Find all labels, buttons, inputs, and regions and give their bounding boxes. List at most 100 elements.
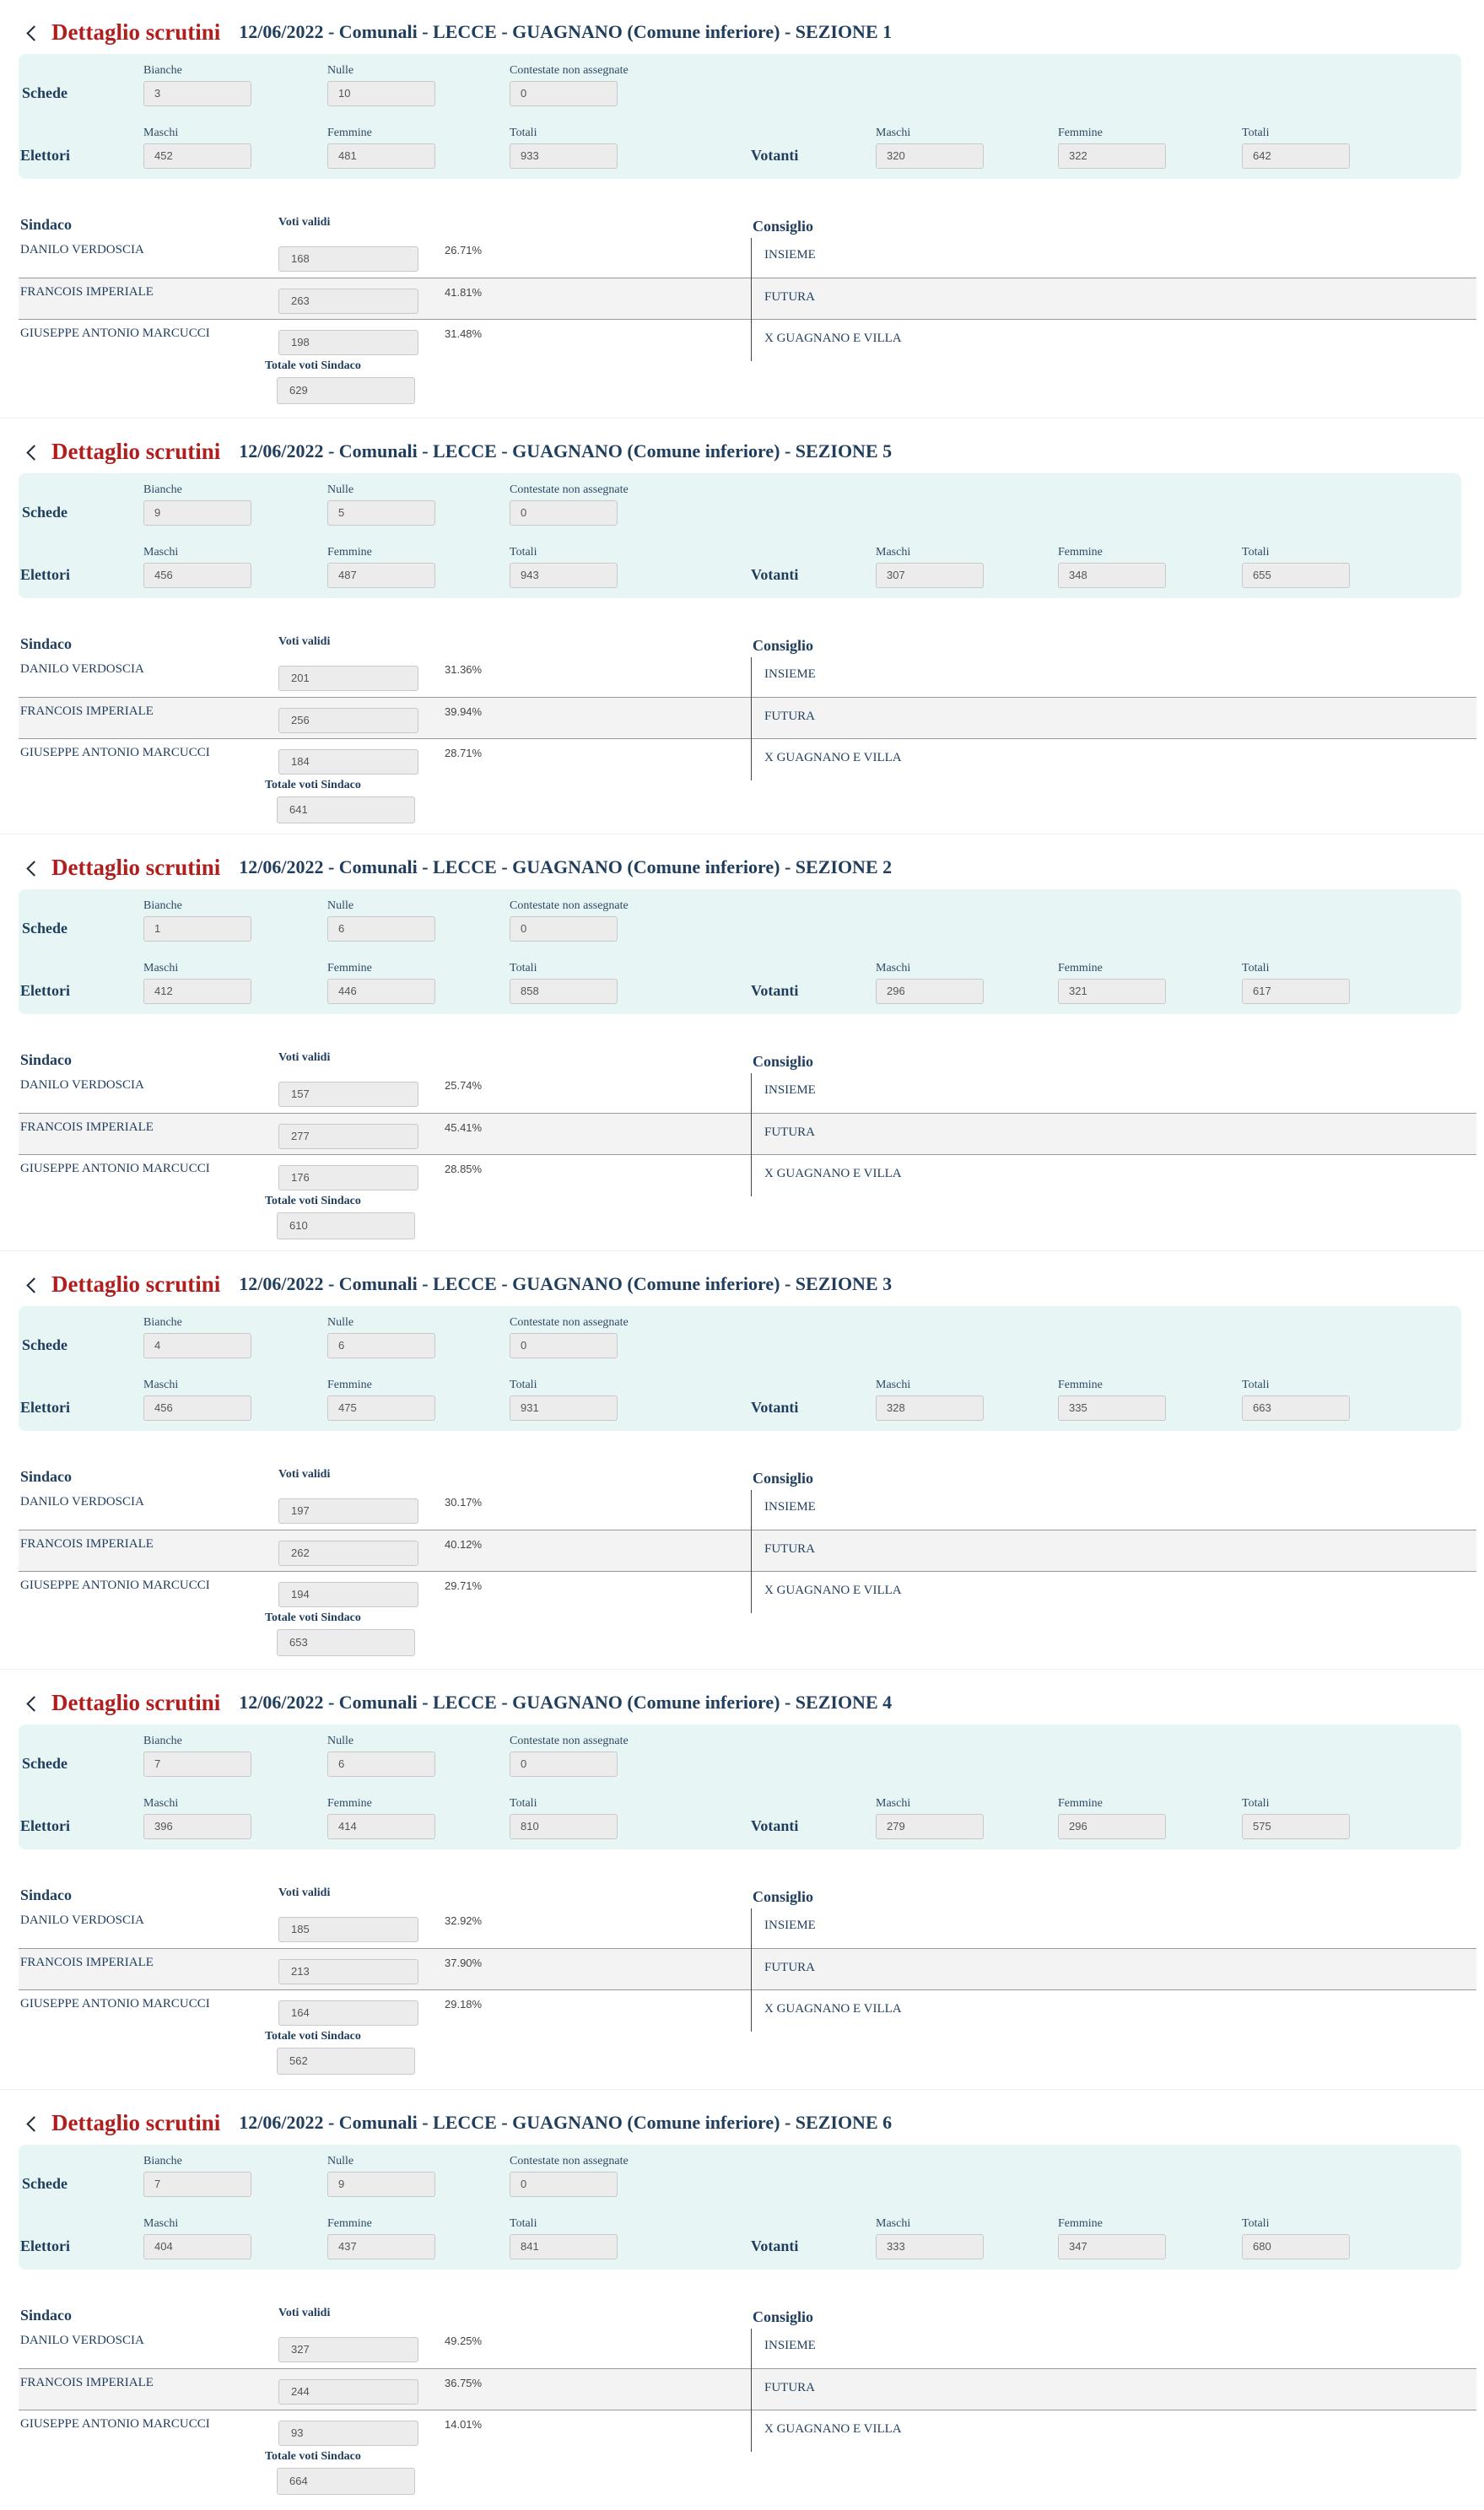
votanti-femmine-field: Femmine 322 [1058,127,1166,169]
chevron-left-icon[interactable] [26,24,42,41]
votanti-label: Votanti [751,566,799,583]
section-block: Dettaglio scrutini 12/06/2022 - Comunali … [0,2091,1484,2510]
chevron-left-icon[interactable] [26,1277,42,1293]
nulle-field: Nulle 6 [327,899,435,942]
valid-votes-value: 168 [278,246,418,272]
bianche-value: 7 [143,1752,251,1777]
candidate-row: FRANCOIS IMPERIALE 263 41.81% FUTURA [19,278,1476,320]
bianche-field: Bianche 9 [143,483,251,526]
voti-validi-heading: Voti validi [278,1887,331,1899]
candidate-row: DANILO VERDOSCIA 327 49.25% INSIEME [19,2327,1476,2368]
bianche-value: 9 [143,500,251,526]
list-name: INSIEME [764,2339,816,2352]
elettori-label: Elettori [20,2237,70,2254]
elettori-maschi-label: Maschi [143,2217,179,2230]
list-name: INSIEME [764,1919,816,1932]
chevron-left-icon[interactable] [26,860,42,877]
elettori-label: Elettori [20,982,70,999]
list-name: INSIEME [764,1083,816,1097]
elettori-totali-value: 943 [510,563,618,588]
consiglio-divider [751,1073,752,1196]
section-heading: Dettaglio scrutini [51,19,221,45]
elettori-totali-label: Totali [510,962,537,974]
candidate-row: GIUSEPPE ANTONIO MARCUCCI 93 14.01% X GUAGN… [19,2410,1476,2452]
totale-voti-value: 664 [277,2468,415,2495]
votanti-femmine-label: Femmine [1058,546,1103,559]
consiglio-heading: Consiglio [753,218,814,235]
elettori-femmine-field: Femmine 414 [327,1797,435,1839]
nulle-value: 6 [327,1752,435,1777]
votanti-maschi-field: Maschi 296 [876,962,984,1004]
valid-votes-value: 197 [278,1498,418,1524]
contestate-field: Contestate non assegnate 0 [510,64,629,106]
summary-panel: Schede Bianche 7 Nulle 6 Contestate non asseg… [19,1725,1461,1849]
bianche-field: Bianche 7 [143,2155,251,2197]
chevron-left-icon[interactable] [26,1695,42,1712]
summary-panel: Schede Bianche 7 Nulle 9 Contestate non asseg… [19,2145,1461,2270]
voti-validi-heading: Voti validi [278,635,331,648]
vote-percentage: 29.71% [445,1579,483,1592]
vote-percentage: 32.92% [445,1914,483,1927]
list-name: FUTURA [764,710,816,723]
contestate-value: 0 [510,1333,618,1358]
elettori-totali-field: Totali 943 [510,546,618,588]
nulle-field: Nulle 6 [327,1316,435,1358]
list-name: X GUAGNANO E VILLA [764,2422,902,2436]
votanti-totali-label: Totali [1242,2217,1270,2230]
valid-votes-value: 262 [278,1541,418,1566]
elettori-totali-value: 931 [510,1395,618,1421]
list-name: X GUAGNANO E VILLA [764,1167,902,1180]
votanti-femmine-field: Femmine 321 [1058,962,1166,1004]
sindaco-heading: Sindaco [20,1887,73,1903]
nulle-value: 9 [327,2172,435,2197]
bianche-field: Bianche 1 [143,899,251,942]
totale-voti-value: 610 [277,1212,415,1239]
vote-percentage: 36.75% [445,2377,483,2389]
vote-percentage: 39.94% [445,705,483,718]
consiglio-divider [751,238,752,361]
elettori-totali-value: 858 [510,979,618,1004]
elettori-maschi-label: Maschi [143,546,179,559]
nulle-label: Nulle [327,64,354,77]
candidate-name: GIUSEPPE ANTONIO MARCUCCI [20,1997,210,2011]
vote-percentage: 40.12% [445,1538,483,1551]
votanti-femmine-label: Femmine [1058,127,1103,139]
elettori-maschi-label: Maschi [143,962,179,974]
candidate-row: GIUSEPPE ANTONIO MARCUCCI 198 31.48% X GUAG… [19,319,1476,361]
elettori-totali-field: Totali 858 [510,962,618,1004]
nulle-label: Nulle [327,899,354,912]
votanti-label: Votanti [751,982,799,999]
nulle-field: Nulle 6 [327,1735,435,1777]
schede-label: Schede [22,504,67,521]
elettori-totali-label: Totali [510,127,537,139]
candidate-row: DANILO VERDOSCIA 197 30.17% INSIEME [19,1488,1476,1530]
candidate-name: FRANCOIS IMPERIALE [20,1537,154,1551]
votanti-maschi-value: 296 [876,979,984,1004]
elettori-totali-label: Totali [510,2217,537,2230]
votanti-totali-value: 642 [1242,143,1350,169]
valid-votes-value: 256 [278,708,418,733]
chevron-left-icon[interactable] [26,2115,42,2132]
vote-percentage: 31.48% [445,327,483,340]
nulle-value: 6 [327,916,435,942]
chevron-left-icon[interactable] [26,444,42,461]
votanti-femmine-value: 335 [1058,1395,1166,1421]
votanti-maschi-field: Maschi 333 [876,2217,984,2259]
consiglio-divider [751,657,752,780]
valid-votes-value: 277 [278,1124,418,1149]
list-name: INSIEME [764,1500,816,1514]
consiglio-heading: Consiglio [753,1053,814,1070]
elettori-femmine-value: 481 [327,143,435,169]
vote-percentage: 41.81% [445,286,483,299]
section-header: Dettaglio scrutini 12/06/2022 - Comunali … [24,850,892,884]
section-block: Dettaglio scrutini 12/06/2022 - Comunali … [0,419,1484,839]
section-block: Dettaglio scrutini 12/06/2022 - Comunali … [0,835,1484,1255]
section-header: Dettaglio scrutini 12/06/2022 - Comunali … [24,2106,892,2140]
voti-validi-heading: Voti validi [278,2307,331,2319]
totale-voti-value: 562 [277,2048,415,2075]
nulle-label: Nulle [327,483,354,496]
votanti-maschi-field: Maschi 320 [876,127,984,169]
voti-validi-heading: Voti validi [278,1468,331,1481]
candidate-name: FRANCOIS IMPERIALE [20,1120,154,1134]
votanti-maschi-value: 307 [876,563,984,588]
